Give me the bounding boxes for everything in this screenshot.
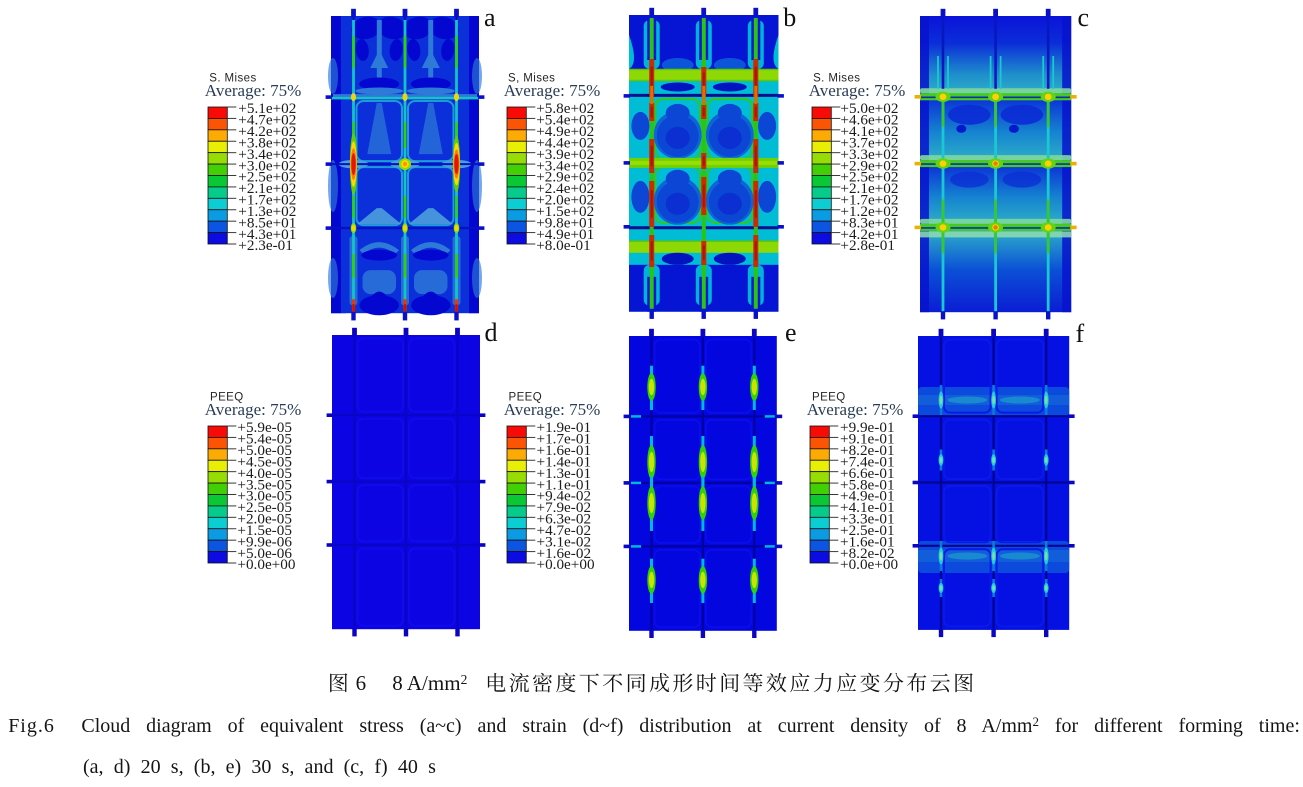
svg-text:+2.5e-01: +2.5e-01 xyxy=(840,522,895,539)
svg-text:+2.1e+02: +2.1e+02 xyxy=(238,180,296,197)
svg-text:+4.4e+02: +4.4e+02 xyxy=(536,134,594,151)
svg-text:+4.0e-05: +4.0e-05 xyxy=(237,465,292,482)
svg-text:+1.7e-01: +1.7e-01 xyxy=(536,430,591,447)
svg-text:+4.1e+02: +4.1e+02 xyxy=(841,123,899,140)
svg-text:+1.5e-05: +1.5e-05 xyxy=(237,522,292,539)
svg-text:+1.3e+02: +1.3e+02 xyxy=(238,203,296,220)
svg-text:+8.0e-01: +8.0e-01 xyxy=(536,237,591,254)
svg-text:+5.1e+02: +5.1e+02 xyxy=(238,100,296,117)
svg-text:+2.5e-05: +2.5e-05 xyxy=(237,499,292,516)
svg-text:+3.7e+02: +3.7e+02 xyxy=(841,134,899,151)
svg-text:+1.7e+02: +1.7e+02 xyxy=(238,192,296,209)
svg-text:+5.4e-05: +5.4e-05 xyxy=(237,430,292,447)
svg-text:+1.4e-01: +1.4e-01 xyxy=(536,453,591,470)
svg-text:+4.7e+02: +4.7e+02 xyxy=(238,112,296,129)
svg-text:+8.5e+01: +8.5e+01 xyxy=(238,214,296,231)
svg-text:+4.5e-05: +4.5e-05 xyxy=(237,453,292,470)
svg-text:+1.3e-01: +1.3e-01 xyxy=(536,465,591,482)
svg-text:+1.6e-02: +1.6e-02 xyxy=(536,545,591,562)
svg-text:+5.0e-06: +5.0e-06 xyxy=(237,545,292,562)
svg-text:S, Mises: S, Mises xyxy=(508,73,555,85)
svg-text:Average: 75%: Average: 75% xyxy=(205,400,301,419)
svg-text:+0.0e+00: +0.0e+00 xyxy=(536,556,594,573)
svg-text:+2.9e+02: +2.9e+02 xyxy=(536,169,594,186)
svg-text:+1.5e+02: +1.5e+02 xyxy=(536,203,594,220)
svg-text:PEEQ: PEEQ xyxy=(210,391,244,403)
svg-text:+3.5e-05: +3.5e-05 xyxy=(237,476,292,493)
svg-text:+1.1e-01: +1.1e-01 xyxy=(536,476,591,493)
svg-text:+2.5e+02: +2.5e+02 xyxy=(841,169,899,186)
svg-text:+3.0e-05: +3.0e-05 xyxy=(237,487,292,504)
svg-text:+6.3e-02: +6.3e-02 xyxy=(536,510,591,527)
svg-text:+4.1e-01: +4.1e-01 xyxy=(840,499,895,516)
svg-text:+4.6e+02: +4.6e+02 xyxy=(841,112,899,129)
svg-text:+9.4e-02: +9.4e-02 xyxy=(536,487,591,504)
svg-text:Average: 75%: Average: 75% xyxy=(503,81,599,100)
svg-text:+2.5e+02: +2.5e+02 xyxy=(238,169,296,186)
svg-text:+4.7e-02: +4.7e-02 xyxy=(536,522,591,539)
svg-text:+5.8e+02: +5.8e+02 xyxy=(536,100,594,117)
svg-text:+3.4e+02: +3.4e+02 xyxy=(238,146,296,163)
svg-text:+4.9e-01: +4.9e-01 xyxy=(840,487,895,504)
svg-text:+4.3e+01: +4.3e+01 xyxy=(238,226,296,243)
svg-text:+9.8e+01: +9.8e+01 xyxy=(536,214,594,231)
svg-text:+2.0e-05: +2.0e-05 xyxy=(237,510,292,527)
svg-text:+0.0e+00: +0.0e+00 xyxy=(840,556,898,573)
svg-text:+7.4e-01: +7.4e-01 xyxy=(840,453,895,470)
svg-text:+1.6e-01: +1.6e-01 xyxy=(840,533,895,550)
svg-text:+5.8e-01: +5.8e-01 xyxy=(840,476,895,493)
svg-text:+3.1e-02: +3.1e-02 xyxy=(536,533,591,550)
svg-text:+2.3e-01: +2.3e-01 xyxy=(238,237,293,254)
svg-text:+2.9e+02: +2.9e+02 xyxy=(841,157,899,174)
svg-text:S. Mises: S. Mises xyxy=(209,73,256,85)
svg-text:+1.6e-01: +1.6e-01 xyxy=(536,442,591,459)
svg-text:+2.1e+02: +2.1e+02 xyxy=(841,180,899,197)
svg-text:+8.2e-02: +8.2e-02 xyxy=(840,545,895,562)
svg-text:+3.9e+02: +3.9e+02 xyxy=(536,146,594,163)
svg-text:+4.9e+02: +4.9e+02 xyxy=(536,123,594,140)
svg-text:+8.3e+01: +8.3e+01 xyxy=(841,214,899,231)
svg-text:+3.3e-01: +3.3e-01 xyxy=(840,510,895,527)
svg-text:+6.6e-01: +6.6e-01 xyxy=(840,465,895,482)
svg-text:+8.2e-01: +8.2e-01 xyxy=(840,442,895,459)
svg-text:S. Mises: S. Mises xyxy=(813,73,860,85)
svg-text:+9.1e-01: +9.1e-01 xyxy=(840,430,895,447)
svg-text:+4.2e+02: +4.2e+02 xyxy=(238,123,296,140)
svg-text:+0.0e+00: +0.0e+00 xyxy=(237,556,295,573)
svg-text:+3.0e+02: +3.0e+02 xyxy=(238,157,296,174)
svg-text:Average: 75%: Average: 75% xyxy=(807,400,903,419)
svg-text:+5.0e+02: +5.0e+02 xyxy=(841,100,899,117)
svg-text:+1.9e-01: +1.9e-01 xyxy=(536,419,591,436)
svg-text:+5.0e-05: +5.0e-05 xyxy=(237,442,292,459)
svg-text:+2.4e+02: +2.4e+02 xyxy=(536,180,594,197)
svg-text:+5.4e+02: +5.4e+02 xyxy=(536,112,594,129)
svg-text:+2.0e+02: +2.0e+02 xyxy=(536,192,594,209)
svg-text:Average: 75%: Average: 75% xyxy=(809,81,905,100)
svg-text:+4.2e+01: +4.2e+01 xyxy=(841,226,899,243)
svg-text:+7.9e-02: +7.9e-02 xyxy=(536,499,591,516)
svg-text:PEEQ: PEEQ xyxy=(508,391,542,403)
svg-text:+3.8e+02: +3.8e+02 xyxy=(238,134,296,151)
svg-text:+4.9e+01: +4.9e+01 xyxy=(536,226,594,243)
svg-text:Average: 75%: Average: 75% xyxy=(503,400,599,419)
svg-text:PEEQ: PEEQ xyxy=(812,391,846,403)
svg-text:+1.7e+02: +1.7e+02 xyxy=(841,192,899,209)
svg-text:+1.2e+02: +1.2e+02 xyxy=(841,203,899,220)
svg-text:+2.8e-01: +2.8e-01 xyxy=(841,237,896,254)
svg-text:Average: 75%: Average: 75% xyxy=(204,81,300,100)
svg-text:+5.9e-05: +5.9e-05 xyxy=(237,419,292,436)
svg-text:+9.9e-06: +9.9e-06 xyxy=(237,533,292,550)
svg-text:+9.9e-01: +9.9e-01 xyxy=(840,419,895,436)
svg-text:+3.3e+02: +3.3e+02 xyxy=(841,146,899,163)
svg-text:+3.4e+02: +3.4e+02 xyxy=(536,157,594,174)
